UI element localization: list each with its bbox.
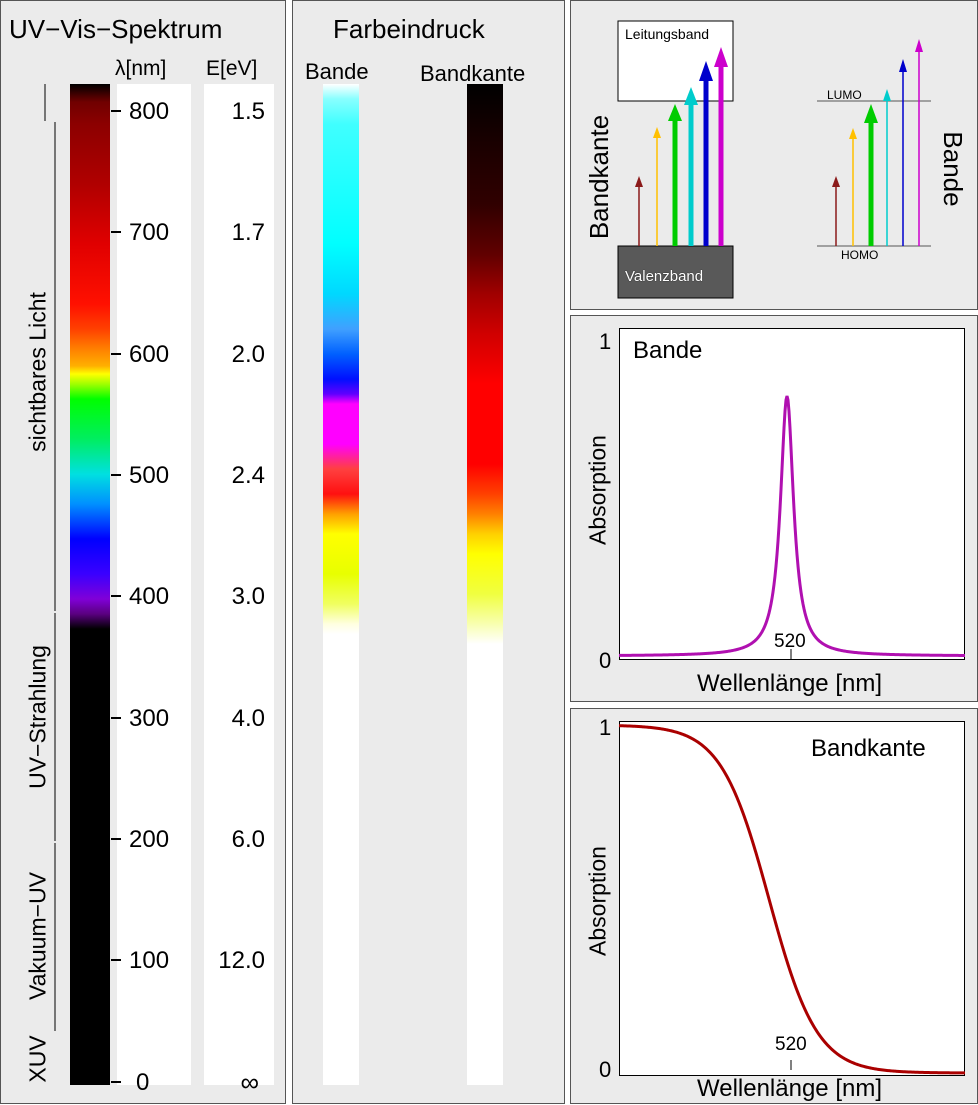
energy-column-header: E[eV] [206, 57, 258, 80]
band-edge-rotated-label: Bandkante [584, 114, 614, 240]
transition-arrowhead-green [864, 104, 878, 123]
energy-tick-label: 6.0 [231, 826, 265, 853]
energy-tick-label: 2.0 [231, 341, 265, 368]
energy-tick-label: 2.4 [231, 462, 265, 489]
band-absorption-plot-panel: Bande Absorption 1 0 520 Wellenlänge [nm… [570, 315, 978, 702]
wavelength-tick-label: 100 [129, 947, 170, 974]
edge-plot-y-top: 1 [599, 715, 612, 740]
transition-arrowhead-blue [899, 59, 907, 72]
valence-band-box [617, 245, 734, 299]
wavelength-tick-label: 400 [129, 583, 170, 610]
wavelength-tick-label: 600 [129, 341, 170, 368]
homo-label: HOMO [841, 248, 879, 262]
spectrum-tick-marks [111, 110, 121, 1083]
band-edge-absorption-plot-panel: Bandkante Absorption 1 0 520 Wellenlänge… [570, 708, 978, 1104]
color-impression-title: Farbeindruck [333, 14, 485, 44]
energy-level-diagram-panel: Leitungsband Valenzband LUMO HOMO Bandka… [570, 0, 978, 310]
color-impression-panel: Farbeindruck Bande Bandkante [292, 0, 565, 1104]
edge-plot-legend: Bandkante [811, 735, 926, 762]
energy-tick-label: ∞ [240, 1067, 259, 1097]
transition-arrowhead-cyan [883, 89, 891, 101]
band-plot-ylabel: Absorption [584, 435, 611, 545]
transition-arrowhead-yellow [849, 128, 857, 139]
region-label-uv: UV−Strahlung [24, 645, 51, 789]
transition-arrowhead-red [635, 176, 643, 187]
region-brackets [44, 84, 56, 1031]
band-plot-y-top: 1 [599, 329, 612, 354]
edge-plot-area [619, 721, 965, 1076]
band-edge-absorption-curve [618, 724, 965, 1075]
band-column-label: Bande [305, 59, 369, 84]
energy-tick-label: 12.0 [218, 947, 265, 974]
energy-tick-label: 1.5 [231, 98, 265, 125]
band-transition-arrows [832, 39, 923, 246]
edge-plot-xlabel: Wellenlänge [nm] [697, 1075, 882, 1102]
band-absorption-curve [618, 395, 966, 659]
edge-plot-ylabel: Absorption [584, 846, 611, 956]
wavelength-tick-label: 200 [129, 826, 170, 853]
band-rotated-label: Bande [938, 131, 968, 207]
band-plot-legend: Bande [633, 337, 703, 364]
energy-tick-label: 3.0 [231, 583, 265, 610]
spectrum-color-bar [70, 84, 110, 1085]
transition-arrowhead-blue [699, 61, 713, 81]
transition-arrowhead-yellow [653, 127, 661, 138]
energy-scale-column [204, 84, 274, 1085]
transition-arrowhead-green [668, 104, 682, 121]
transition-arrowhead-magenta [915, 39, 923, 52]
transition-arrowhead-cyan [684, 87, 698, 105]
band-edge-column-label: Bandkante [420, 61, 526, 86]
energy-tick-label: 1.7 [231, 219, 265, 246]
region-label-vacuum-uv: Vakuum−UV [24, 871, 51, 1001]
band-plot-xlabel: Wellenlänge [nm] [697, 670, 882, 697]
band-edge-transition-arrows [635, 47, 728, 246]
energy-level-diagram [617, 20, 931, 299]
valence-band-label: Valenzband [625, 268, 704, 285]
band-color-strip [323, 84, 359, 1085]
band-plot-marker-label: 520 [774, 631, 806, 652]
edge-plot-y-bottom: 0 [599, 1057, 612, 1082]
spectrum-title: UV−Vis−Spektrum [9, 14, 223, 44]
wavelength-tick-label: 800 [129, 98, 170, 125]
lumo-label: LUMO [827, 88, 862, 102]
region-label-visible: sichtbares Licht [24, 292, 51, 452]
uv-vis-spectrum-panel: UV−Vis−Spektrum λ[nm] E[eV] 800 700 600 … [0, 0, 286, 1104]
edge-curve-line [618, 724, 965, 1075]
wavelength-scale-column [117, 84, 191, 1085]
energy-tick-label: 4.0 [231, 705, 265, 732]
conduction-band-box [617, 20, 734, 102]
wavelength-tick-label: 700 [129, 219, 170, 246]
transition-arrowhead-magenta [714, 47, 728, 67]
band-edge-color-strip [467, 84, 503, 1085]
wavelength-tick-label: 500 [129, 462, 170, 489]
band-curve-line [618, 395, 966, 657]
wavelength-tick-label: 300 [129, 705, 170, 732]
edge-plot-marker-label: 520 [775, 1034, 807, 1055]
transition-arrowhead-red [832, 176, 840, 187]
wavelength-column-header: λ[nm] [115, 57, 167, 80]
wavelength-tick-label: 0 [136, 1069, 150, 1096]
region-label-xuv: XUV [24, 1035, 51, 1083]
band-plot-y-bottom: 0 [599, 648, 612, 673]
conduction-band-label: Leitungsband [625, 26, 710, 42]
